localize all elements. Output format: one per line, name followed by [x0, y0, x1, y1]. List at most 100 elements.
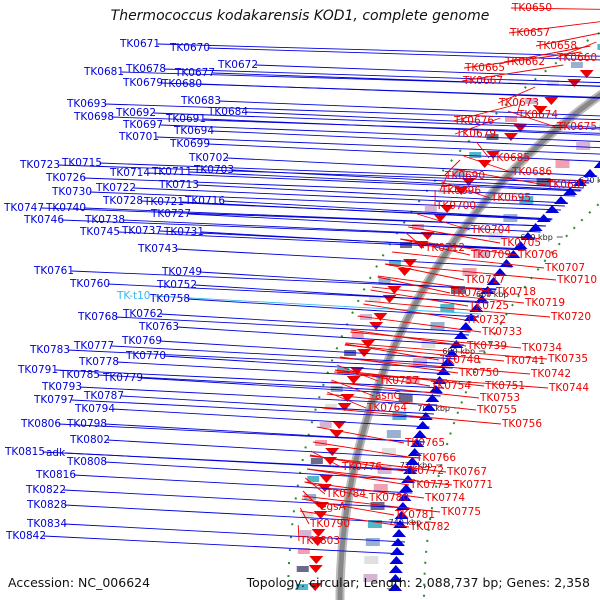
reverse-gene-label-leader	[336, 364, 379, 382]
reverse-gene-label-leader	[357, 315, 482, 333]
reverse-gene-label: TK0725	[468, 300, 509, 312]
forward-gene-label: TK0802	[69, 434, 110, 446]
reverse-gene-label: asnC	[375, 390, 401, 402]
reverse-gene-label: TK0665	[464, 62, 505, 74]
function-block	[486, 134, 499, 140]
function-block	[451, 286, 466, 294]
forward-gene-arrow	[593, 160, 600, 168]
forward-gene-label-leader	[207, 143, 600, 162]
reverse-gene-label: TK0774	[424, 492, 465, 504]
function-block	[555, 160, 570, 168]
reverse-gene-label: TK0780	[368, 492, 409, 504]
forward-gene-arrow	[572, 178, 587, 186]
reverse-gene-label: TK0718	[495, 286, 536, 298]
reverse-gene-label-leader	[392, 251, 545, 269]
function-block	[469, 152, 482, 158]
reverse-gene-label-leader	[351, 329, 467, 347]
forward-gene-label-leader	[83, 207, 546, 227]
function-block	[475, 250, 490, 258]
forward-gene-arrow	[425, 394, 440, 402]
reverse-gene-label-leader	[535, 32, 600, 47]
forward-gene-label: TK0678	[125, 63, 166, 75]
function-block	[299, 530, 312, 536]
reverse-gene-label: TK0679	[455, 128, 496, 140]
forward-gene-label: TK0763	[138, 321, 179, 333]
reverse-gene-label: TK0765	[404, 437, 445, 449]
forward-gene-label: TK0731	[163, 226, 204, 238]
forward-gene-arrow	[421, 403, 436, 411]
forward-gene-label-leader	[107, 439, 421, 459]
reverse-gene-label-leader	[463, 51, 582, 69]
reverse-gene-label: TK0767	[446, 466, 487, 478]
reverse-gene-label-leader	[350, 331, 522, 349]
forward-gene-label: TK0677	[174, 67, 215, 79]
forward-gene-arrow	[405, 457, 420, 465]
forward-gene-label: TK0760	[69, 278, 110, 290]
function-block	[363, 574, 378, 582]
forward-gene-label: TK0758	[149, 293, 190, 305]
forward-gene-label-leader	[176, 326, 464, 346]
reverse-gene-arrow	[332, 421, 347, 429]
forward-gene-label-leader	[104, 461, 416, 481]
reverse-gene-arrow	[325, 448, 340, 456]
forward-gene-label: TK0691	[165, 113, 206, 125]
reverse-gene-label: TK0705	[500, 237, 541, 249]
forward-gene-arrow	[410, 439, 425, 447]
reverse-gene-label-leader	[334, 369, 431, 387]
forward-gene-label: TK0816	[35, 469, 76, 481]
reverse-gene-label: TK0772	[403, 465, 444, 477]
function-block	[365, 538, 380, 546]
forward-gene-label-leader	[245, 111, 600, 128]
rna-gene-label-leader	[154, 295, 481, 315]
reverse-gene-label: TK0773	[409, 479, 450, 491]
function-block	[421, 340, 436, 348]
forward-gene-label: TK0779	[102, 372, 143, 384]
forward-gene-label: TK0694	[173, 125, 214, 137]
reverse-gene-label: TK0756	[501, 418, 542, 430]
reverse-gene-label: TK0753	[479, 392, 520, 404]
reverse-gene-arrow	[310, 538, 325, 546]
reverse-gene-label-leader	[363, 303, 466, 321]
reverse-gene-label: TK0750	[458, 367, 499, 379]
reverse-gene-label-leader	[417, 213, 471, 231]
forward-gene-arrow	[412, 430, 427, 438]
forward-gene-label: TK0791	[17, 364, 58, 376]
reverse-gene-label: TK0781	[394, 509, 435, 521]
forward-gene-label-leader	[97, 374, 442, 394]
forward-gene-label: TK0828	[26, 499, 67, 511]
reverse-gene-label-leader	[408, 226, 501, 244]
forward-gene-label: TK0808	[66, 456, 107, 468]
forward-gene-label: TK0697	[122, 119, 163, 131]
forward-gene-label-leader	[89, 191, 561, 211]
reverse-gene-label: TK0700	[435, 200, 476, 212]
forward-gene-label: TK0794	[74, 403, 115, 415]
reverse-gene-label-leader	[310, 450, 342, 468]
reverse-gene-label-leader	[309, 455, 447, 473]
forward-gene-label-leader	[67, 349, 453, 369]
forward-gene-label-leader	[63, 489, 410, 509]
reverse-gene-label-leader	[316, 426, 405, 444]
forward-gene-label-leader	[199, 83, 600, 99]
reverse-gene-label-leader	[507, 110, 557, 128]
forward-gene-label: TK0671	[119, 38, 160, 50]
reverse-gene-label: TK0732	[465, 314, 506, 326]
reverse-gene-label-leader	[377, 276, 451, 294]
forward-gene-arrow	[397, 493, 412, 501]
forward-gene-label-leader	[189, 171, 582, 191]
forward-gene-arrow	[583, 169, 598, 177]
reverse-gene-label: TK0667	[462, 75, 503, 87]
function-block	[597, 44, 600, 50]
reverse-gene-arrow	[311, 529, 326, 537]
forward-gene-arrow	[388, 565, 403, 573]
forward-gene-label-leader	[201, 231, 526, 251]
forward-gene-label: TK0713	[158, 179, 199, 191]
forward-gene-label: TK0692	[115, 107, 156, 119]
forward-gene-label: TK0723	[19, 159, 60, 171]
reverse-gene-label: TK0719	[524, 297, 565, 309]
reverse-gene-label-leader	[304, 477, 326, 495]
reverse-gene-label: TK0657	[509, 27, 550, 39]
reverse-gene-label: TK0782	[409, 521, 450, 533]
reverse-gene-label: TK0742	[530, 368, 571, 380]
reverse-gene-label-leader	[339, 357, 531, 375]
